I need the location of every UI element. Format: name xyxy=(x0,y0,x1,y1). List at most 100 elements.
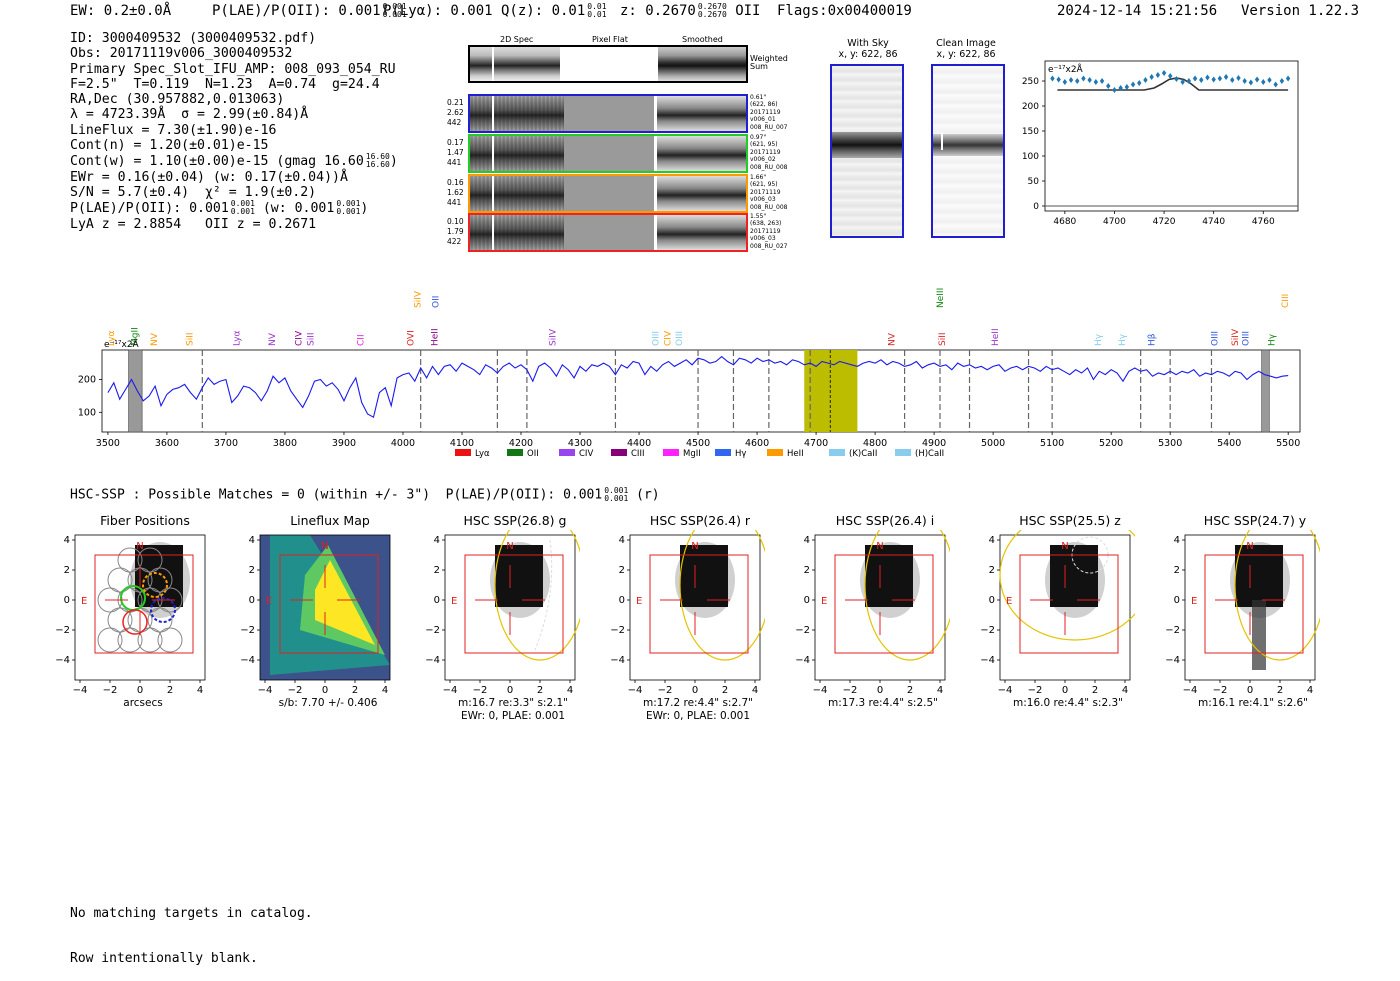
panel-ytick-label: −4 xyxy=(425,655,440,666)
panel-image: N E −4 4 −2 2 0 0 2 −2 4 −4 xyxy=(980,530,1135,696)
legend-label: CIV xyxy=(579,449,593,459)
panel-xtick-label: −4 xyxy=(443,685,458,696)
panel-image: N E −4 4 −2 2 0 0 2 −2 4 −4 xyxy=(610,530,765,696)
emission-line-label: Lyα xyxy=(107,330,117,346)
cutout-row xyxy=(468,94,748,133)
red-aperture-box xyxy=(649,554,749,654)
cutout-right-label: v006_01 xyxy=(750,116,776,124)
panel-ytick-label: −4 xyxy=(1165,655,1180,666)
cutout-pixelflat xyxy=(564,215,654,250)
info-lineflux: LineFlux = 7.30(±1.90)e-16 xyxy=(70,122,277,138)
legend-label: (K)CaII xyxy=(849,449,877,459)
cutout-row-left-labels: 0.21 2.62 442 xyxy=(447,98,464,128)
cutout-right-label: v006_02 xyxy=(750,156,776,164)
galaxy-core xyxy=(495,545,543,607)
panel-image: N E −4 4 −2 2 0 0 2 −2 4 −4 xyxy=(55,534,206,696)
panel-image: N E −4 4 −2 2 0 0 2 −2 4 −4 xyxy=(425,530,580,696)
zoom-ytick-label: 100 xyxy=(1022,152,1039,162)
cutout-right-label: (638, 263) xyxy=(750,220,782,228)
spectrum-mask-region xyxy=(128,349,143,433)
cutout-gap xyxy=(654,176,657,211)
spectrum-xtick-label: 4700 xyxy=(804,438,828,449)
fiber-circle xyxy=(117,627,143,653)
panel-xtick-label: 0 xyxy=(507,685,513,696)
red-aperture-box xyxy=(1204,554,1304,654)
with-sky-title: With Sky xyxy=(847,38,889,49)
cutout-right-label: 008_RU_007 xyxy=(750,123,788,131)
panel-title: Fiber Positions xyxy=(100,513,190,528)
panel-xtick-label: −2 xyxy=(288,685,303,696)
aperture-ellipse xyxy=(494,530,580,661)
cutout-gap xyxy=(654,215,657,250)
galaxy-core xyxy=(680,545,728,607)
panel-xtick-label: 2 xyxy=(352,685,358,696)
info-params: F=2.5" T=0.119 N=1.23 A=0.74 g=24.4 xyxy=(70,76,380,92)
cutout-row xyxy=(468,134,748,173)
cutout-left-label: 441 xyxy=(447,198,462,207)
spectrum-chart: Lyα MgII NV SiII Lyα NV CIV SiII CII OVI HeII SiIV O… xyxy=(78,288,1301,459)
panel-ytick-label: −2 xyxy=(55,625,70,636)
panel-ytick-label: 0 xyxy=(64,595,70,606)
legend-label: (H)CaII xyxy=(915,449,944,459)
cutout-gap xyxy=(654,96,657,131)
weighted-2dspec xyxy=(470,47,560,81)
header-timestamp: 2024-12-14 15:21:56 xyxy=(1057,3,1218,19)
catalog-arc xyxy=(534,539,553,651)
spectrum-xtick-label: 4200 xyxy=(509,438,533,449)
spectrum-xtick-label: 3800 xyxy=(273,438,297,449)
panel-ytick-label: −4 xyxy=(55,655,70,666)
emission-line-label: CII xyxy=(356,334,366,346)
cutout-right-label: 20171119 xyxy=(750,227,781,235)
info-radec: RA,Dec (30.957882,0.013063) xyxy=(70,92,285,108)
zoom-data-point xyxy=(1137,80,1142,86)
zoom-chart: e⁻¹⁷x2Å 4680 4700 4720 4740 4760 0 50 100 150 200… xyxy=(1022,60,1299,227)
panel-xtick-label: 2 xyxy=(167,685,173,696)
cutout-row-left-labels: 0.17 1.47 441 xyxy=(447,138,464,168)
zoom-ytick-label: 50 xyxy=(1028,177,1040,187)
compass-north: N xyxy=(1061,541,1068,552)
compass-east: E xyxy=(821,596,827,607)
lineflux-peak xyxy=(315,560,375,645)
header-plae: P(LAE)/P(OII): 0.001 0.001 0.001 xyxy=(212,2,407,20)
zoom-fit-curve xyxy=(1057,77,1289,91)
cutout-row-right-labels: 0.61" (622, 86) 20171119 v006_01 008_RU_007 xyxy=(750,94,787,131)
emission-line-label: SiII xyxy=(185,332,195,346)
panel-caption-2: EWr: 0, PLAE: 0.001 xyxy=(645,710,751,722)
emission-line-label: SiII xyxy=(938,332,948,346)
panel-xtick-label: −2 xyxy=(1213,685,1228,696)
spectrum-xtick-label: 4600 xyxy=(745,438,769,449)
zoom-data-point xyxy=(1093,79,1099,85)
cutout-row-left-labels: 0.10 1.79 422 xyxy=(447,217,464,247)
cutout-2dspec xyxy=(470,136,564,171)
panel-xtick-label: 4 xyxy=(567,685,573,696)
spectrum-highlight-band xyxy=(804,350,858,432)
cutout-2dspec xyxy=(470,215,564,250)
panel-ytick-label: 4 xyxy=(434,535,440,546)
legend-swatch xyxy=(715,449,731,456)
panel-title: HSC SSP(26.4) r xyxy=(649,513,751,528)
cutout-left-label: 442 xyxy=(447,118,462,127)
panel-xtick-label: 4 xyxy=(1122,685,1128,696)
emission-line-label: CIV xyxy=(295,330,305,346)
info-block: ID: 3000409532 (3000409532.pdf) Obs: 201… xyxy=(70,31,398,232)
panel-image: N E −4 4 −2 2 0 0 2 −2 4 −4 xyxy=(240,534,391,696)
header-redshift: z: 0.2670 0.2670 0.2670 OII xyxy=(620,2,761,20)
panel-ytick-label: −2 xyxy=(795,625,810,636)
cutout-right-label: 008_RU_008 xyxy=(750,163,788,171)
emission-line-label: HeII xyxy=(430,328,440,346)
cutout-row-left-labels: 0.16 1.62 441 xyxy=(447,178,464,208)
spectrum-xtick-label: 4500 xyxy=(686,438,710,449)
legend-swatch xyxy=(559,449,575,456)
galaxy-core xyxy=(1235,545,1283,607)
cutout-row-right-labels: 1.66" (621, 95) 20171119 v006_03 008_RU_008 xyxy=(750,174,787,211)
header-version: Version 1.22.3 xyxy=(1241,3,1360,19)
legend-label: CIII xyxy=(631,449,644,459)
info-plae: P(LAE)/P(OII): 0.001 0.001 0.001 (w: 0.001… xyxy=(70,199,369,217)
cutout-left-label: 2.62 xyxy=(447,108,464,117)
info-ewr: EWr = 0.16(±0.04) (w: 0.17(±0.04))Å xyxy=(70,169,348,185)
fiber-red xyxy=(122,609,148,635)
weighted-sum-strip xyxy=(468,45,748,83)
zoom-data-point xyxy=(1192,75,1198,82)
zoom-data-point xyxy=(1223,74,1229,80)
panel-ytick-label: 2 xyxy=(989,565,995,576)
